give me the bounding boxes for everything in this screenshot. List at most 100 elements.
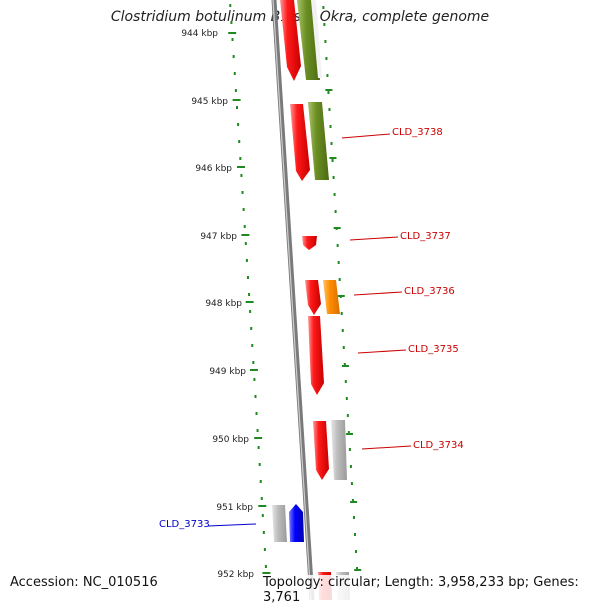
ruler-dot bbox=[244, 242, 247, 245]
outer-ruler-dot bbox=[350, 482, 353, 485]
ruler-dot bbox=[242, 208, 245, 211]
outer-ruler-dot bbox=[347, 431, 350, 434]
leader-cld3737 bbox=[349, 236, 399, 241]
kbp-label-944: 944 kbp bbox=[181, 29, 218, 39]
gene-olive-2[interactable] bbox=[308, 102, 329, 180]
ruler-dot bbox=[234, 89, 237, 92]
leader-cld3738 bbox=[341, 133, 391, 139]
outer-ruler-dot bbox=[323, 23, 326, 26]
label-cld3735[interactable]: CLD_3735 bbox=[408, 344, 459, 355]
ruler-dot bbox=[249, 310, 252, 313]
ruler-dot bbox=[259, 480, 262, 483]
genome-backbone bbox=[271, 0, 315, 600]
outer-ruler-dot bbox=[327, 91, 330, 94]
outer-ruler-dot bbox=[356, 567, 359, 570]
leader-cld3735 bbox=[357, 349, 407, 354]
outer-ruler-dot bbox=[337, 261, 340, 264]
gene-blue-1[interactable] bbox=[289, 504, 304, 542]
ruler-major-tick bbox=[228, 32, 237, 34]
ruler-dot bbox=[251, 344, 254, 347]
outer-ruler-dot bbox=[334, 210, 337, 213]
ruler-dot bbox=[237, 123, 240, 126]
ruler-dot bbox=[252, 361, 255, 364]
ruler-dot bbox=[261, 514, 264, 517]
outer-ruler-dot bbox=[336, 244, 339, 247]
genome-backbone-highlight bbox=[272, 0, 312, 600]
topology-text: Topology: circular; Length: 3,958,233 bp… bbox=[262, 575, 600, 605]
leader-cld3733 bbox=[207, 523, 257, 527]
outer-ruler-dot bbox=[344, 380, 347, 383]
gene-red-4[interactable] bbox=[305, 280, 321, 315]
outer-ruler-dot bbox=[338, 278, 341, 281]
outer-ruler-dot bbox=[333, 193, 336, 196]
gene-features[interactable] bbox=[272, 0, 350, 600]
gene-labels[interactable]: CLD_3738 CLD_3737 CLD_3736 CLD_3735 CLD_… bbox=[159, 127, 464, 530]
outer-ruler-tick bbox=[341, 365, 349, 367]
ruler-dot bbox=[264, 565, 267, 568]
kbp-label-946: 946 kbp bbox=[195, 164, 232, 174]
label-cld3738[interactable]: CLD_3738 bbox=[392, 127, 443, 138]
outer-ruler-dot bbox=[340, 312, 343, 315]
ruler-major-tick bbox=[254, 437, 263, 439]
ruler-major-tick bbox=[245, 301, 254, 303]
gene-red-2[interactable] bbox=[290, 104, 310, 181]
outer-ruler-tick bbox=[350, 501, 358, 503]
label-cld3736[interactable]: CLD_3736 bbox=[404, 286, 455, 297]
gene-gray-1[interactable] bbox=[331, 420, 347, 480]
ruler-dot bbox=[258, 463, 261, 466]
ruler-dot bbox=[238, 140, 241, 143]
outer-ruler-dot bbox=[351, 499, 354, 502]
kbp-label-950: 950 kbp bbox=[212, 435, 249, 445]
ruler-major-tick bbox=[249, 369, 258, 371]
outer-ruler-dot bbox=[349, 465, 352, 468]
kbp-ruler bbox=[228, 4, 271, 600]
ruler-dot bbox=[260, 497, 263, 500]
ruler-dot bbox=[250, 327, 253, 330]
gene-red-1[interactable] bbox=[280, 0, 301, 81]
label-cld3737[interactable]: CLD_3737 bbox=[400, 231, 451, 242]
outer-ruler-dot bbox=[329, 125, 332, 128]
ruler-dot bbox=[233, 72, 236, 75]
ruler-dot bbox=[246, 276, 249, 279]
label-leaders bbox=[207, 133, 412, 527]
leader-cld3736 bbox=[353, 291, 403, 296]
outer-ruler-dot bbox=[330, 142, 333, 145]
ruler-dot bbox=[239, 157, 242, 160]
ruler-dot bbox=[248, 293, 251, 296]
ruler-dot bbox=[230, 21, 233, 24]
ruler-dot bbox=[256, 429, 259, 432]
outer-ruler-tick bbox=[333, 227, 341, 229]
kbp-label-947: 947 kbp bbox=[200, 232, 237, 242]
ruler-dot bbox=[229, 4, 232, 7]
outer-ruler-dot bbox=[346, 414, 349, 417]
gene-red-5[interactable] bbox=[308, 316, 324, 395]
gene-orange-1[interactable] bbox=[323, 280, 340, 314]
accession-text: Accession: NC_010516 bbox=[9, 575, 159, 590]
ruler-dot bbox=[232, 55, 235, 58]
outer-ruler-dot bbox=[324, 40, 327, 43]
outer-ruler-dot bbox=[331, 159, 334, 162]
outer-ruler-dot bbox=[352, 516, 355, 519]
label-cld3733[interactable]: CLD_3733 bbox=[159, 519, 210, 530]
gene-red-6[interactable] bbox=[313, 421, 329, 480]
ruler-dot bbox=[263, 548, 266, 551]
outer-ruler-tick bbox=[329, 157, 337, 159]
ruler-dot bbox=[236, 106, 239, 109]
label-cld3734[interactable]: CLD_3734 bbox=[413, 440, 464, 451]
outer-ruler-dot bbox=[343, 363, 346, 366]
gene-red-3[interactable] bbox=[302, 236, 317, 250]
outer-ruler-dot bbox=[348, 448, 351, 451]
outer-ruler-dot bbox=[353, 533, 356, 536]
kbp-label-951: 951 kbp bbox=[216, 503, 253, 513]
gene-gray-2[interactable] bbox=[272, 505, 287, 542]
ruler-dot bbox=[257, 446, 260, 449]
outer-ruler-dot bbox=[342, 346, 345, 349]
ruler-dot bbox=[243, 225, 246, 228]
ruler-dot bbox=[255, 412, 258, 415]
ruler-major-tick bbox=[258, 505, 267, 507]
ruler-major-tick bbox=[241, 234, 250, 236]
outer-ruler-dot bbox=[326, 74, 329, 77]
ruler-dot bbox=[241, 191, 244, 194]
ruler-major-tick bbox=[262, 572, 271, 574]
